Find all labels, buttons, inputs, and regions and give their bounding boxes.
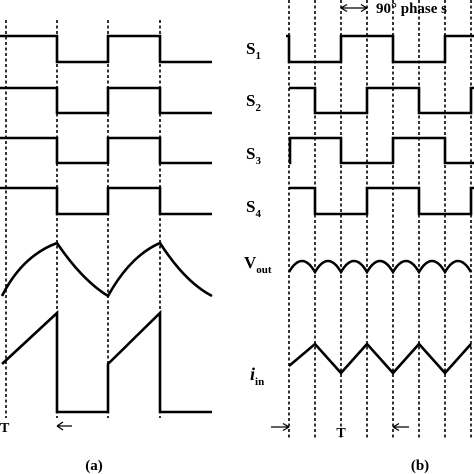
input-current-label: iin (250, 364, 264, 388)
input-current-waveform (288, 342, 472, 375)
switch-2-label: S2 (246, 91, 261, 114)
panel-a-period-label: T (0, 421, 10, 436)
phase-shift-arrow (340, 3, 368, 13)
panel-b-period-arrow-right (392, 422, 409, 432)
phase-shift-label: 90° phase s (376, 1, 447, 17)
panel-a-input-current-waveform (1, 309, 212, 414)
panel-a-period-arrow (56, 421, 72, 431)
panel-a-switch-3-waveform (0, 136, 212, 165)
switch-2-waveform (289, 86, 474, 115)
switch-1-waveform (286, 34, 474, 64)
panel-b-period-label: T (336, 426, 346, 441)
panel-a-output-voltage-waveform (0, 241, 213, 298)
panel-a-caption: (a) (85, 458, 103, 474)
panel-a-switch-1-waveform (0, 34, 212, 64)
panel-b: 90° phase s S1 S2 S3 S4 Vout iin (244, 0, 474, 474)
switch-1-label: S1 (246, 39, 261, 62)
panel-a: T (a) (0, 20, 213, 474)
switch-4-waveform (289, 186, 474, 216)
panel-a-switch-4-waveform (0, 186, 212, 216)
switch-3-waveform (288, 136, 474, 165)
switch-4-label: S4 (246, 197, 261, 220)
output-voltage-label: Vout (244, 253, 272, 276)
panel-b-caption: (b) (411, 458, 429, 474)
switch-3-label: S3 (246, 144, 261, 167)
output-voltage-waveform (287, 259, 473, 275)
panel-b-period-arrow-left (271, 422, 290, 432)
panel-a-switch-2-waveform (0, 86, 212, 115)
